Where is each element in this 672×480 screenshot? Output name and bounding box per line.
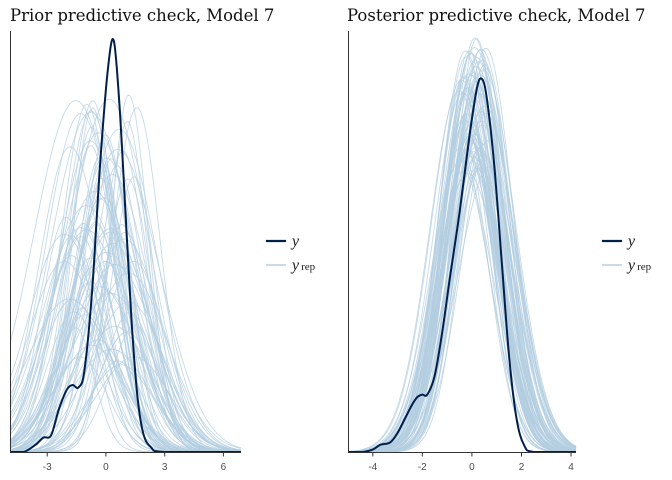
panel-posterior: Posterior predictive check, Model 7 -4 -2… [347,6,652,473]
legend-prior: y y rep [266,233,316,274]
x-tick-label: 0 [103,462,109,473]
yrep-lines-posterior [347,37,577,453]
x-tick-label: 3 [162,462,168,473]
yrep-curve [9,198,242,453]
x-tick-label: 6 [221,462,227,473]
yrep-curve [348,167,577,453]
x-ticks-posterior: -4 -2 0 2 4 [368,452,574,473]
panel-title-prior: Prior predictive check, Model 7 [10,6,274,25]
yrep-curve [10,107,242,453]
yrep-curve [347,73,577,453]
legend-yrep-label-prior: y rep [290,257,316,274]
yrep-curve [9,128,242,451]
panel-title-posterior: Posterior predictive check, Model 7 [347,6,646,25]
legend-posterior: y y rep [602,233,652,274]
yrep-curve [347,170,577,453]
yrep-curve [348,60,577,453]
yrep-curve [9,331,242,453]
x-tick-label: -2 [418,462,427,473]
yrep-curve [9,238,242,451]
x-tick-label: -3 [43,462,52,473]
y-line-posterior [348,77,576,453]
panel-prior: Prior predictive check, Model 7 -3 0 3 6 y … [9,6,316,473]
yrep-lines-prior [9,94,242,453]
x-ticks-prior: -3 0 3 6 [43,452,227,473]
x-tick-label: 0 [469,462,475,473]
y-line-prior [10,38,241,454]
x-tick-label: 4 [568,462,574,473]
y-curve [10,38,241,454]
yrep-curve [347,79,577,452]
legend-y-label-prior: y [290,233,300,250]
legend-yrep-label-posterior: y rep [626,257,652,274]
yrep-curve [9,231,242,452]
yrep-curve [9,356,242,453]
legend-y-label-posterior: y [626,233,636,250]
x-tick-label: -4 [368,462,377,473]
x-tick-label: 2 [519,462,525,473]
yrep-curve [347,152,577,453]
y-curve [348,77,576,453]
yrep-curve [9,148,242,449]
